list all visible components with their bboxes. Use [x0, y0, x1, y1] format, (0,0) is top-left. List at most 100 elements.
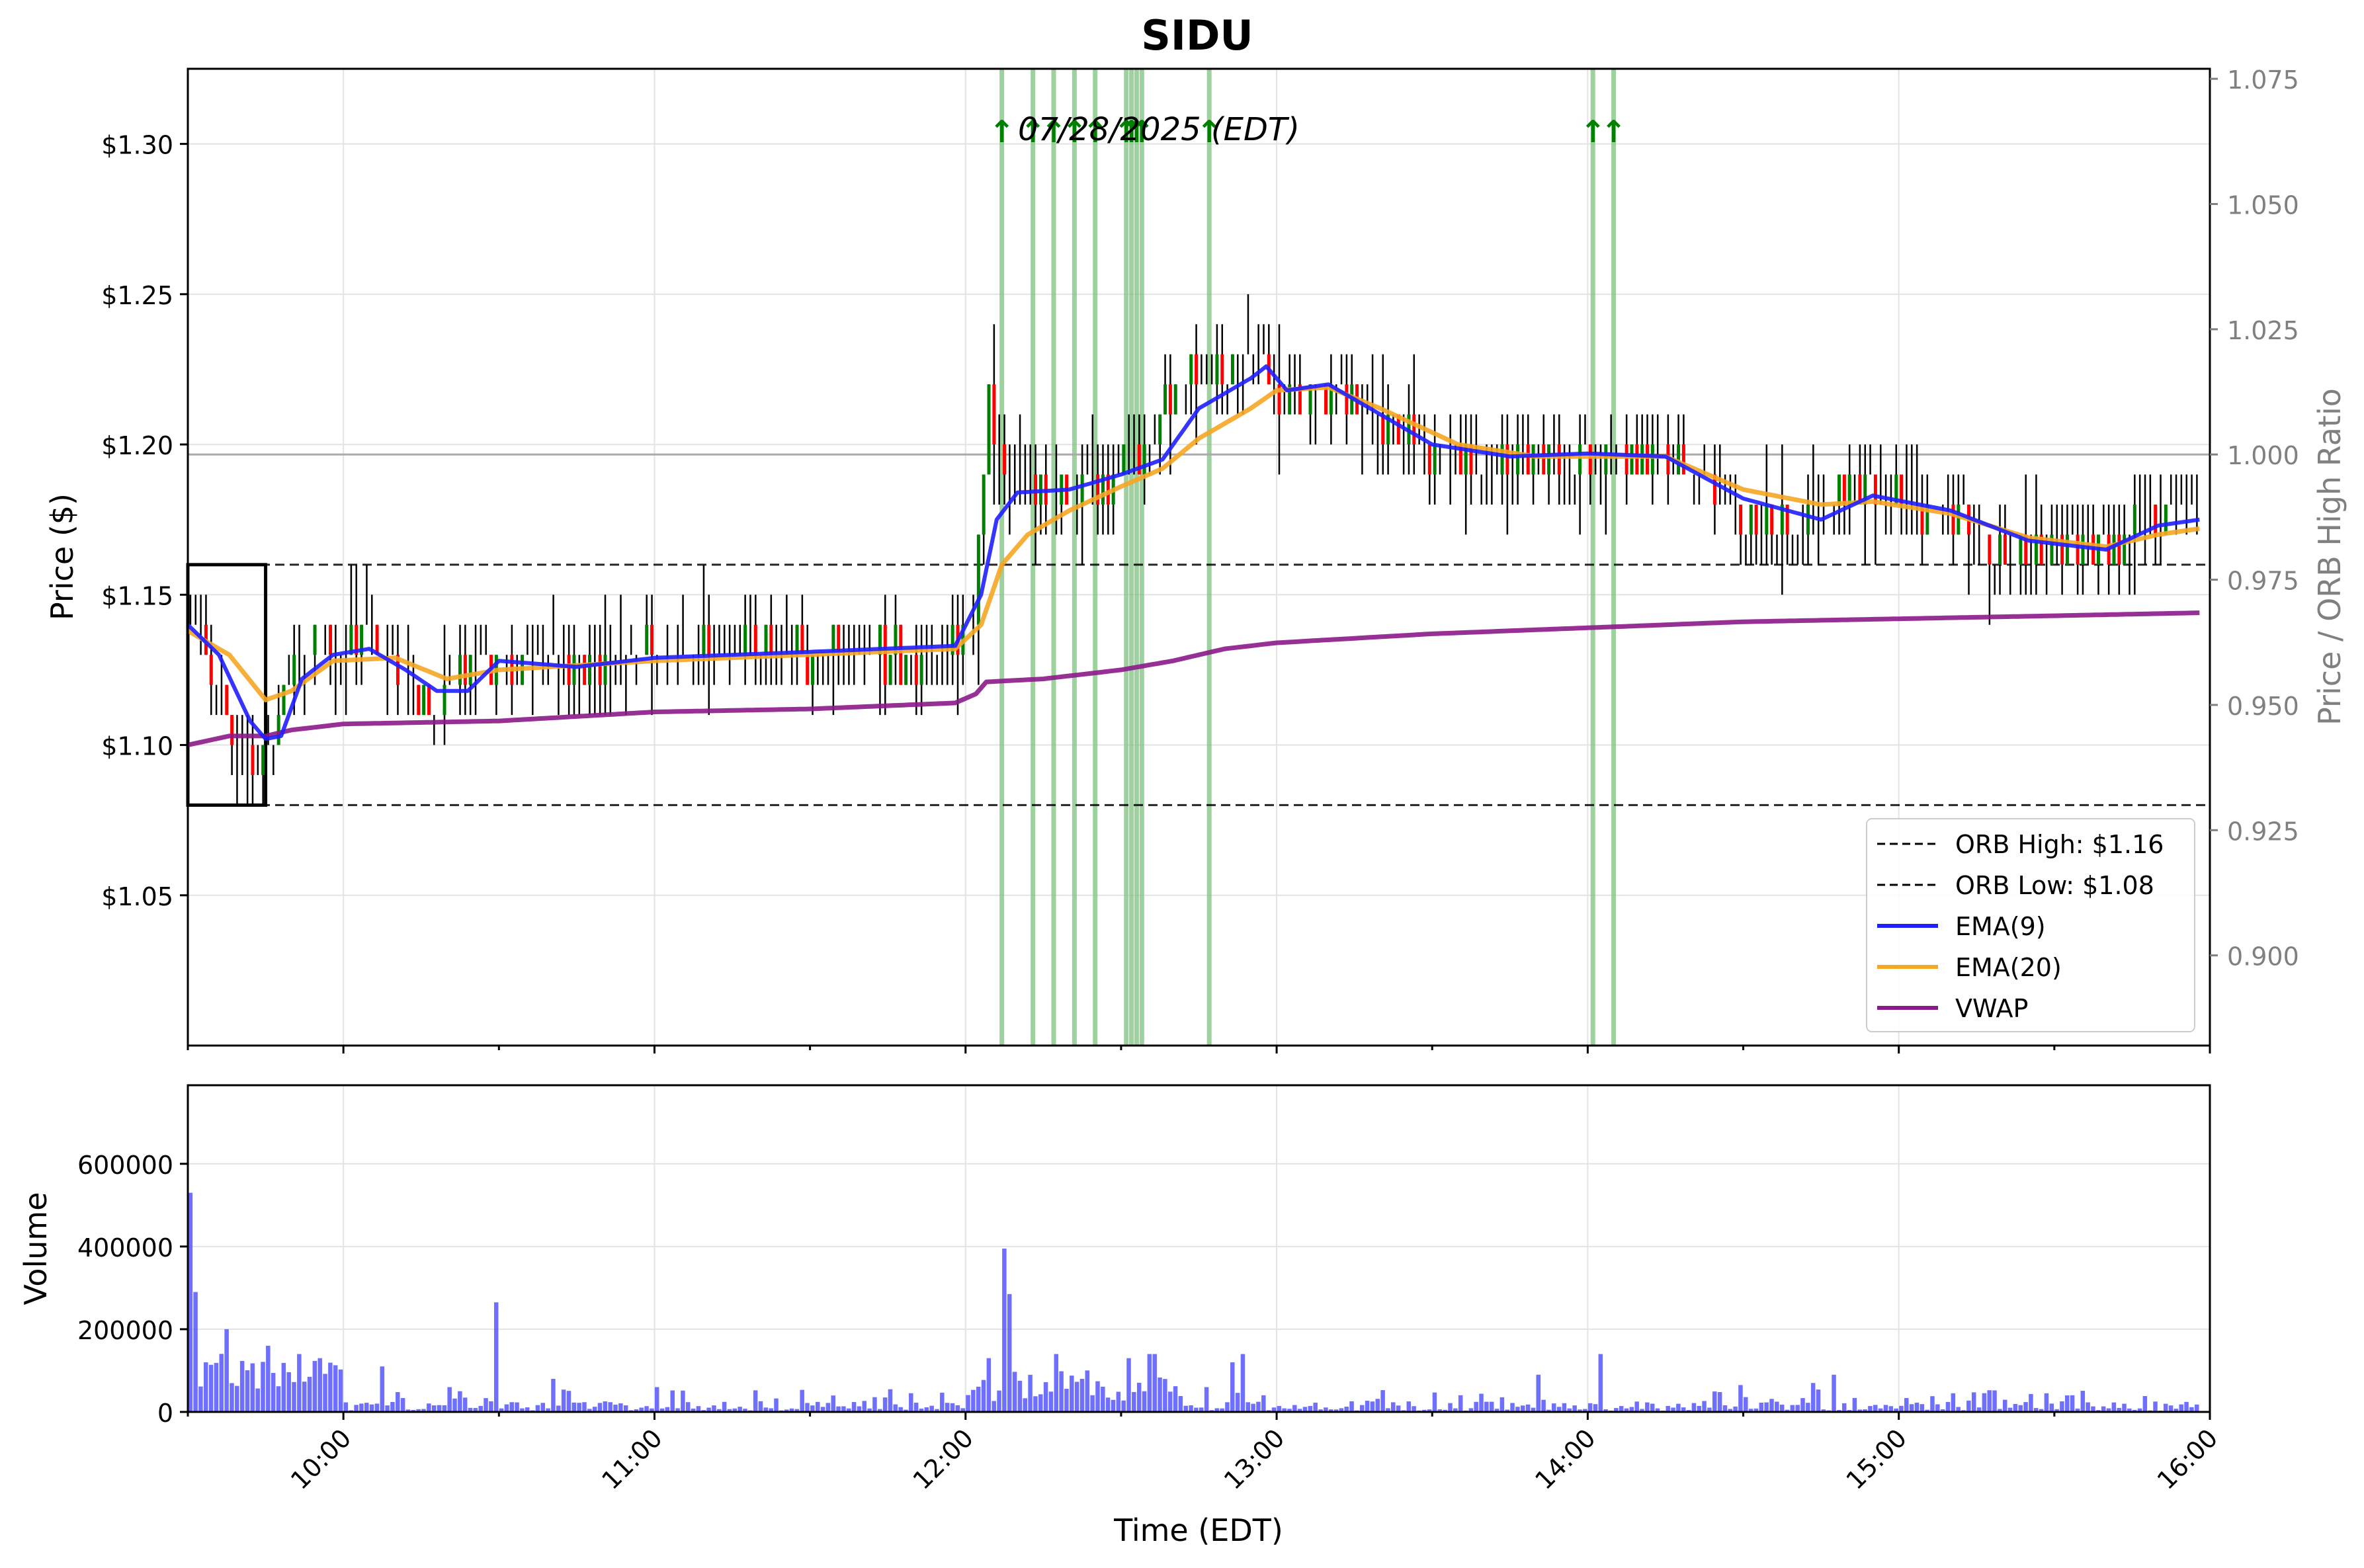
volume-bar	[1359, 1405, 1365, 1412]
volume-bar	[1189, 1405, 1193, 1412]
candle-body	[2050, 534, 2054, 565]
candle-body	[225, 684, 229, 716]
volume-bar	[639, 1407, 644, 1412]
signal-band	[1590, 69, 1595, 1046]
volume-bar	[359, 1403, 364, 1412]
candle-body	[1988, 534, 1992, 565]
volume-bar	[882, 1397, 888, 1412]
candle-body	[1739, 504, 1743, 535]
volume-bar	[1930, 1396, 1935, 1412]
volume-bar	[2163, 1403, 2168, 1412]
volume-bar	[1987, 1390, 1992, 1412]
volume-bar	[878, 1409, 882, 1412]
candle-body	[1754, 504, 1758, 535]
candle-body	[702, 624, 706, 655]
volume-bar	[1427, 1409, 1432, 1412]
volume-bar	[1857, 1409, 1862, 1412]
volume-bar	[851, 1402, 857, 1412]
volume-bar	[1852, 1397, 1857, 1412]
legend-label: EMA(20)	[1955, 953, 2062, 982]
candle-body	[1381, 414, 1385, 445]
volume-bar	[1785, 1409, 1790, 1412]
candle-body	[1806, 504, 1810, 535]
volume-bar	[2184, 1401, 2189, 1412]
signal-arrow: ↑	[1580, 114, 1606, 149]
volume-bar	[1671, 1407, 1675, 1412]
candle-body	[2154, 504, 2158, 535]
legend-box	[1866, 818, 2195, 1032]
candle-body	[1920, 504, 1924, 535]
signal-arrow: ↑	[1129, 114, 1155, 149]
volume-bar	[924, 1407, 929, 1412]
volume-bar	[1505, 1409, 1509, 1412]
volume-bar	[2007, 1407, 2013, 1412]
volume-bar	[2168, 1405, 2174, 1412]
candle-body	[355, 624, 359, 655]
volume-bar	[1556, 1407, 1562, 1412]
candle-body	[349, 624, 353, 655]
volume-bar	[1214, 1408, 1220, 1412]
volume-bar	[1095, 1381, 1100, 1412]
ratio-tick-label: 0.975	[2227, 567, 2299, 596]
volume-bar	[805, 1403, 810, 1412]
volume-bar	[1028, 1374, 1033, 1412]
volume-bar	[1899, 1405, 1904, 1412]
volume-bar	[774, 1398, 779, 1412]
candle-body	[811, 655, 815, 685]
volume-bar	[1365, 1401, 1370, 1412]
candle-body	[1464, 444, 1468, 475]
volume-bar	[2070, 1395, 2075, 1412]
volume-bar	[1297, 1409, 1302, 1412]
volume-bar	[427, 1403, 431, 1412]
volume-bar	[1256, 1401, 1261, 1412]
volume-bar	[369, 1404, 374, 1412]
volume-bar	[2194, 1404, 2199, 1412]
volume-bar	[1920, 1404, 1925, 1412]
candle-body	[567, 655, 571, 685]
volume-bar	[473, 1408, 478, 1412]
price-tick-label: $1.30	[101, 131, 173, 160]
volume-bar	[1277, 1406, 1282, 1412]
volume-bar	[1982, 1393, 1987, 1412]
candle-body	[743, 624, 747, 655]
volume-bar	[302, 1382, 307, 1412]
candle-body	[251, 745, 255, 775]
volume-bar	[1676, 1403, 1681, 1412]
volume-bar	[333, 1365, 338, 1412]
volume-bar	[255, 1388, 260, 1412]
volume-bar	[219, 1354, 224, 1412]
candle-body	[1142, 444, 1146, 475]
vwap-line	[187, 610, 2200, 747]
volume-bar	[971, 1389, 976, 1412]
volume-y-axis: 0 200000 400000 600000	[77, 1151, 188, 1428]
volume-bar	[1603, 1409, 1608, 1412]
volume-bar	[2033, 1408, 2039, 1412]
volume-bar	[1578, 1409, 1582, 1412]
candle-body	[2039, 534, 2043, 565]
candle-body	[1516, 444, 1520, 475]
legend-label: VWAP	[1955, 994, 2028, 1023]
volume-bar	[1717, 1391, 1722, 1412]
candle-body	[1785, 504, 1789, 535]
volume-bar	[286, 1372, 291, 1412]
candle-body	[2024, 534, 2028, 565]
volume-bar	[1302, 1407, 1308, 1412]
volume-bar	[2101, 1406, 2106, 1412]
candle-body	[2019, 534, 2023, 565]
candle-body	[276, 715, 280, 745]
volume-bar	[411, 1409, 416, 1412]
volume-bar	[1059, 1371, 1064, 1412]
volume-bar	[1707, 1407, 1712, 1412]
volume-bar	[1313, 1403, 1318, 1412]
volume-bar	[1515, 1407, 1520, 1412]
volume-bar	[1712, 1391, 1717, 1412]
volume-tick-label: 600000	[77, 1151, 173, 1180]
volume-bar	[1380, 1390, 1385, 1412]
candle-body	[1842, 474, 1846, 505]
volume-bar	[1406, 1401, 1412, 1412]
volume-bar	[1132, 1391, 1136, 1412]
volume-bar	[1728, 1409, 1733, 1412]
volume-bar	[396, 1392, 400, 1412]
volume-bar	[913, 1403, 919, 1412]
price-panel-frame	[187, 67, 2211, 1047]
